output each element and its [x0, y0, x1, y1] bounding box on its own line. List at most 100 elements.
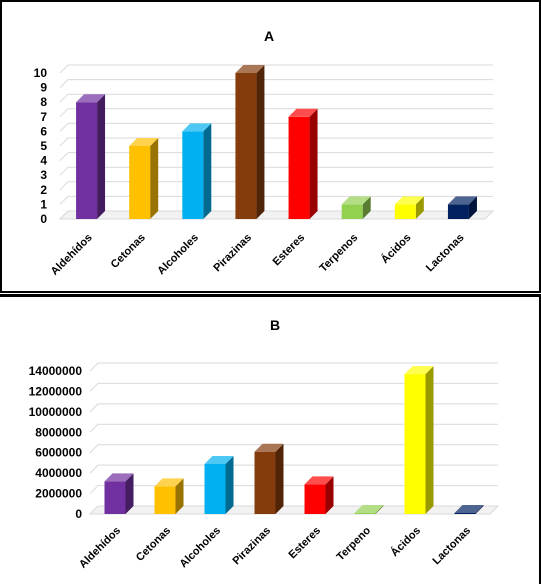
y-tick-label: 1 [40, 197, 47, 211]
bar-front [354, 513, 376, 514]
y-tick-label: 12000000 [29, 384, 83, 398]
gridline [59, 108, 493, 118]
bar-top [454, 505, 484, 513]
bar-top [341, 196, 371, 205]
bar-front [304, 484, 326, 514]
y-tick-label: 4000000 [35, 466, 82, 480]
bar-side [97, 94, 106, 219]
bar-side [309, 108, 318, 219]
gridline [59, 93, 493, 103]
bar-front [341, 204, 363, 219]
gridline [89, 464, 498, 474]
gridline [89, 382, 498, 392]
bar-top [104, 473, 134, 482]
y-tick-label: 0 [40, 212, 47, 226]
bar-front [129, 146, 151, 219]
gridline [59, 181, 493, 191]
bar-side [125, 473, 134, 514]
y-tick-label: 2 [40, 183, 47, 197]
gridline [89, 423, 498, 433]
category-label: Pirazinas [211, 232, 254, 275]
bar-top [235, 65, 265, 73]
bar-top [354, 505, 384, 513]
gridline [89, 362, 498, 372]
gridline [89, 403, 498, 413]
gridline [59, 137, 493, 147]
category-label: Alcoholes [177, 525, 223, 571]
gridline [59, 79, 493, 88]
bar-front [182, 131, 204, 219]
y-tick-label: 3 [40, 168, 47, 182]
bar-side [225, 455, 234, 514]
category-label: Cetonas [109, 232, 148, 271]
chart-title: B [270, 317, 280, 333]
bar [341, 196, 371, 219]
category-label: Esteres [287, 525, 324, 562]
bar-top [304, 476, 334, 485]
bar [354, 505, 384, 514]
chart-panel-b: B 0 2000000 4000000 6000000 8000000 10000000 1… [0, 294, 541, 584]
y-tick-label: 7 [40, 110, 47, 124]
category-label: Esteres [271, 232, 308, 269]
y-tick-label: 5 [40, 139, 47, 153]
bar [235, 65, 265, 219]
bar-top [394, 196, 424, 205]
bar-top [76, 94, 106, 103]
category-label: Alcoholes [155, 232, 201, 278]
bar [182, 123, 212, 219]
plot-floor [58, 210, 495, 220]
gridline [59, 166, 493, 176]
bar-side [425, 366, 434, 514]
bar-top [154, 478, 184, 487]
bar [447, 196, 477, 219]
chart-title: A [264, 28, 274, 44]
bar-side [375, 505, 384, 514]
bar [394, 196, 424, 219]
bar-top [288, 108, 318, 117]
category-label: Cetonas [134, 525, 173, 564]
y-tick-label: 14000000 [29, 364, 83, 378]
y-tick-label: 6 [40, 124, 47, 138]
category-label: Terpeno [335, 524, 374, 563]
chart-b: B 0 2000000 4000000 6000000 8000000 10000000 1… [29, 317, 500, 571]
bar-side [203, 123, 212, 219]
bar-front [235, 73, 257, 219]
category-label: Aldehídos [49, 232, 95, 278]
category-label: Lactonas [424, 232, 467, 275]
bar [404, 366, 434, 514]
bar [204, 455, 234, 514]
bar-top [182, 123, 212, 132]
y-tick-label: 10 [34, 66, 48, 80]
bar-side [325, 476, 334, 514]
bar-side [275, 443, 284, 514]
bar-front [204, 463, 226, 514]
bar-side [468, 196, 477, 219]
bar [76, 94, 106, 219]
plot-floor [88, 505, 500, 515]
bar [104, 473, 134, 514]
bar-front [154, 486, 176, 514]
bar [288, 108, 318, 219]
bar-side [150, 138, 159, 219]
category-label: Ácidos [388, 524, 423, 559]
gridline [89, 485, 498, 494]
bar-front [394, 204, 416, 219]
bar-front [254, 451, 276, 514]
category-label: Pirazinas [230, 525, 273, 568]
bar-top [404, 366, 434, 375]
category-label: Lactonas [430, 525, 473, 568]
bar-side [475, 505, 484, 514]
bar-front [288, 116, 310, 219]
bar [129, 138, 159, 219]
gridline [59, 122, 493, 132]
gridline [59, 195, 493, 205]
gridline [59, 152, 493, 161]
category-label: Aldehídos [77, 525, 123, 571]
bar [254, 443, 284, 514]
y-tick-label: 0 [75, 507, 82, 521]
bar-top [129, 138, 159, 146]
bar-top [447, 196, 477, 205]
y-tick-label: 10000000 [29, 405, 83, 419]
bar [154, 478, 184, 514]
